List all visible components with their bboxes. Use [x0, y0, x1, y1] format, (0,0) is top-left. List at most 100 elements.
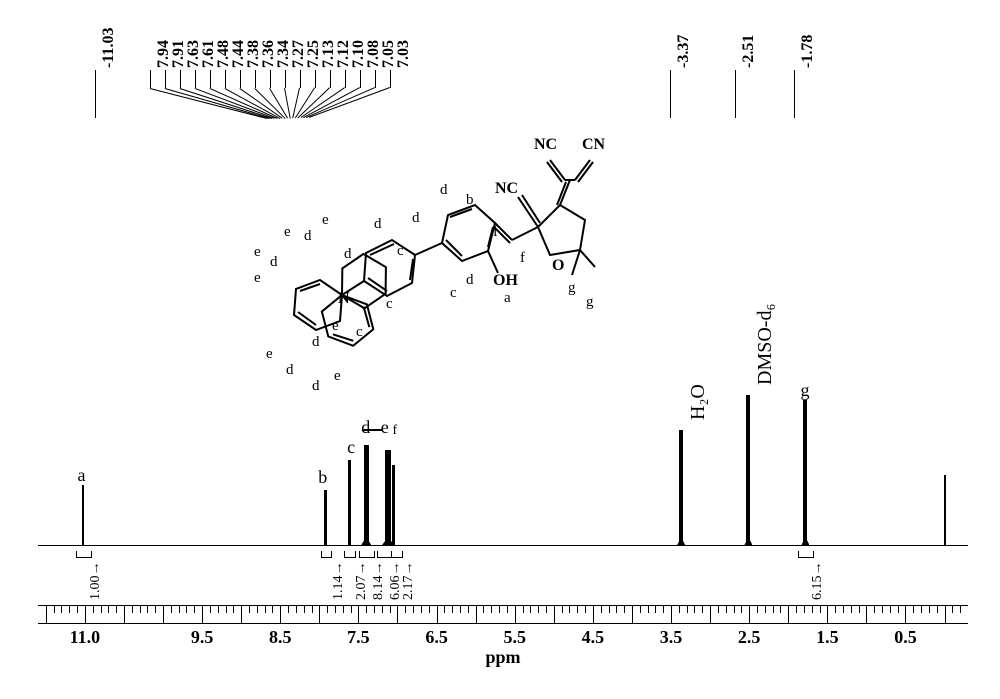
- molecule-atom-label: d: [374, 216, 382, 233]
- chemical-shift-tick: [225, 70, 226, 88]
- tick-major: [476, 605, 477, 623]
- tick-major: [632, 605, 633, 623]
- integral-value: 1.00→: [88, 562, 104, 601]
- x-tick-label: 0.5: [894, 627, 917, 648]
- nmr-plot: 11.09.58.57.56.55.54.53.52.51.50.5 ppm: [38, 525, 968, 665]
- integral-value: 6.15→: [810, 562, 826, 601]
- tick-minor: [468, 605, 469, 613]
- molecule-atom-label: g: [586, 294, 594, 311]
- molecule-atom-label: e: [254, 270, 261, 287]
- chemical-shift-tick: [345, 70, 346, 88]
- chemical-shift-tick: [390, 70, 391, 88]
- molecule-atom-label: d: [270, 254, 278, 271]
- molecule-atom-label: e: [266, 346, 273, 363]
- tick-minor: [694, 605, 695, 613]
- tick-minor: [413, 605, 414, 613]
- chemical-shift-tick: [735, 70, 736, 88]
- tick-minor: [679, 605, 680, 613]
- integral-bracket: [76, 551, 92, 558]
- chemical-shift-label: 7.03: [395, 40, 413, 68]
- integral-bracket: [344, 551, 355, 558]
- tick-minor: [155, 605, 156, 613]
- chemical-shift-tick: [315, 70, 316, 88]
- assignment-bar: [362, 429, 382, 431]
- tick-minor: [663, 605, 664, 613]
- tick-minor: [210, 605, 211, 613]
- tick-major: [280, 605, 281, 623]
- chemical-shift-tick: [330, 70, 331, 88]
- tick-major: [85, 605, 86, 623]
- molecule-atom-label: c: [397, 243, 404, 260]
- leader-line: [670, 88, 671, 118]
- nmr-peak: [392, 465, 395, 545]
- svg-text:N: N: [338, 290, 350, 307]
- tick-minor: [757, 605, 758, 613]
- tick-minor: [726, 605, 727, 613]
- nmr-baseline: [38, 545, 968, 546]
- peak-assignment-letter: b: [318, 467, 327, 488]
- tick-major: [202, 605, 203, 623]
- molecule-atom-label: NC: [534, 136, 557, 154]
- tick-minor: [741, 605, 742, 613]
- molecule-atom-label: e: [322, 212, 329, 229]
- molecule-atom-label: d: [466, 272, 474, 289]
- tick-minor: [429, 605, 430, 613]
- tick-minor: [960, 605, 961, 613]
- tick-minor: [890, 605, 891, 613]
- molecule-atom-label: d: [344, 246, 352, 263]
- x-tick-label: 2.5: [738, 627, 761, 648]
- tick-minor: [937, 605, 938, 613]
- tick-minor: [624, 605, 625, 613]
- tick-minor: [116, 605, 117, 613]
- tick-minor: [530, 605, 531, 613]
- x-tick-label: 11.0: [70, 627, 101, 648]
- tick-minor: [765, 605, 766, 613]
- tick-minor: [108, 605, 109, 613]
- nmr-peak: [324, 490, 327, 545]
- chemical-shift-tick: [150, 70, 151, 88]
- tick-minor: [874, 605, 875, 613]
- tick-minor: [491, 605, 492, 613]
- tick-minor: [312, 605, 313, 613]
- peak-label-bar: -11.03-3.37-2.51-1.787.947.917.637.617.4…: [0, 0, 1000, 110]
- integral-bracket: [377, 551, 392, 558]
- chemical-shift-label: -1.78: [799, 35, 817, 68]
- peak-assignment-letter: e: [381, 417, 389, 438]
- tick-minor: [601, 605, 602, 613]
- tick-major: [124, 605, 125, 623]
- integral-bracket: [321, 551, 332, 558]
- molecule-svg: N: [250, 130, 620, 400]
- molecule-atom-label: d: [312, 378, 320, 395]
- tick-minor: [585, 605, 586, 613]
- tick-minor: [843, 605, 844, 613]
- tick-minor: [702, 605, 703, 613]
- tick-minor: [218, 605, 219, 613]
- tick-major: [905, 605, 906, 623]
- nmr-peak: [944, 475, 946, 545]
- tick-minor: [366, 605, 367, 613]
- chemical-shift-tick: [270, 70, 271, 88]
- molecule-atom-label: e: [332, 318, 339, 335]
- molecule-atom-label: e: [254, 244, 261, 261]
- x-axis-title: ppm: [485, 647, 520, 668]
- molecule-atom-label: d: [312, 334, 320, 351]
- tick-minor: [921, 605, 922, 613]
- tick-minor: [249, 605, 250, 613]
- tick-minor: [804, 605, 805, 613]
- integral-bracket: [798, 551, 814, 558]
- tick-minor: [405, 605, 406, 613]
- molecule-atom-label: f: [493, 224, 498, 241]
- peak-assignment-letter: a: [78, 465, 86, 486]
- x-tick-label: 4.5: [582, 627, 605, 648]
- molecule-atom-label: d: [304, 228, 312, 245]
- tick-major: [710, 605, 711, 623]
- peak-assignment-letter: d: [361, 417, 370, 438]
- tick-minor: [452, 605, 453, 613]
- molecule-atom-label: f: [520, 250, 525, 267]
- tick-major: [397, 605, 398, 623]
- nmr-peak: [803, 400, 807, 545]
- chemical-shift-tick: [300, 70, 301, 88]
- molecule-atom-label: NC: [495, 180, 518, 198]
- tick-minor: [77, 605, 78, 613]
- nmr-peak: [364, 445, 369, 545]
